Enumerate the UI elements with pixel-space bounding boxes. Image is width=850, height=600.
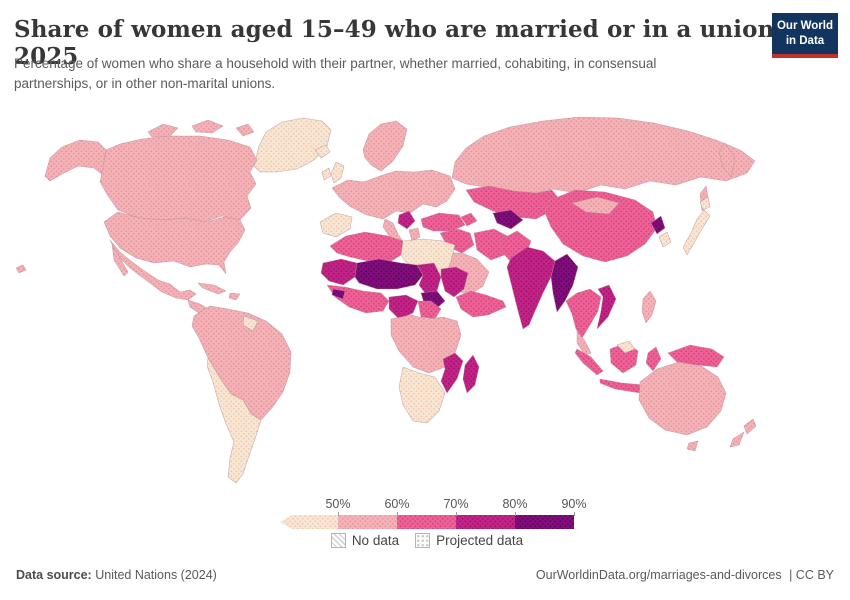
legend-tick-70: 70% [443,497,469,511]
country-russia[interactable] [451,116,756,196]
region-iberia[interactable] [319,212,353,238]
country-guinea[interactable] [331,288,346,300]
country-north-korea[interactable] [650,215,666,235]
country-usa[interactable] [103,211,246,275]
region-sea-mainland[interactable] [565,288,602,339]
country-russia-kamchatka[interactable] [718,142,736,178]
data-source-value: United Nations (2024) [95,568,217,582]
country-turkey[interactable] [420,212,466,232]
map-legend: 50% 60% 70% 80% 90% No data Projected da… [279,497,587,548]
country-cameroon[interactable] [417,300,442,320]
footer-right: OurWorldinData.org/marriages-and-divorce… [536,568,834,582]
country-mongolia[interactable] [571,196,620,215]
legend-bin-50-60[interactable] [338,515,397,529]
region-horn-of-africa[interactable] [455,290,507,318]
country-nigeria[interactable] [388,294,419,320]
legend-bin-80-90[interactable] [515,515,574,529]
no-data-label: No data [351,533,400,548]
projected-data-swatch-icon [415,533,431,548]
owid-logo: Our World in Data [772,13,838,58]
legend-tick-90: 90% [561,497,587,511]
country-japan[interactable] [682,209,711,256]
country-australia[interactable] [638,361,727,436]
region-scandinavia[interactable] [362,120,408,172]
country-south-korea[interactable] [658,231,672,248]
country-canada-arctic[interactable] [235,123,255,137]
legend-projected[interactable]: Projected data [415,533,523,548]
country-japan-hokkaido[interactable] [699,196,711,211]
country-cuba[interactable] [197,282,227,295]
country-sudan[interactable] [440,266,469,298]
country-indonesia-sumatra[interactable] [574,348,604,376]
legend-no-data[interactable]: No data [330,533,400,548]
country-philippines[interactable] [641,290,657,324]
legend-tick-labels: 50% 60% 70% 80% 90% [279,497,587,516]
country-ireland[interactable] [321,167,332,181]
no-data-swatch-icon [330,533,346,548]
region-mali-niger[interactable] [354,258,424,290]
chart-footer: Data source: United Nations (2024) OurWo… [16,568,834,582]
country-hispaniola[interactable] [228,292,241,301]
legend-bin-70-80[interactable] [456,515,515,529]
region-south-america-south[interactable] [206,357,262,484]
country-canada[interactable] [99,135,258,223]
legend-tick-60: 60% [384,497,410,511]
country-madagascar[interactable] [462,354,480,394]
country-greece[interactable] [408,227,421,242]
country-uk[interactable] [330,161,345,184]
region-balkans[interactable] [397,210,416,230]
license-label: | CC BY [789,568,834,582]
legend-colorbar [280,515,574,529]
projected-data-label: Projected data [436,533,524,548]
region-malaysian-borneo[interactable] [616,340,636,354]
region-mozambique-zimbabwe[interactable] [440,352,464,394]
country-new-zealand-south[interactable] [729,431,745,448]
country-greenland[interactable] [253,117,332,173]
region-caucasus[interactable] [460,212,478,227]
chart-subtitle: Percentage of women who share a househol… [14,56,657,91]
country-new-zealand-north[interactable] [743,418,757,435]
legend-swatch-row: No data Projected data [279,533,575,548]
page-title: Share of women aged 15–49 who are marrie… [14,16,783,70]
country-china[interactable] [544,189,658,263]
region-guyanas[interactable] [242,315,259,332]
region-mauritania-senegal[interactable] [320,258,358,286]
legend-tick-50: 50% [325,497,351,511]
data-source-label: Data source: [16,568,92,582]
country-india[interactable] [506,246,556,330]
region-southern-africa[interactable] [398,366,446,424]
owid-logo-text: Our World in Data [772,13,838,54]
owid-logo-redbar [772,53,838,58]
legend-bin-60-70[interactable] [397,515,456,529]
country-canada-arctic[interactable] [191,119,224,134]
country-uzbekistan[interactable] [492,209,524,230]
region-bangladesh-myanmar[interactable] [550,253,579,313]
legend-tick-80: 80% [502,497,528,511]
country-australia-tasmania[interactable] [686,440,699,452]
data-source: Data source: United Nations (2024) [16,568,217,582]
region-vietnam-laos[interactable] [596,284,617,330]
country-hawaii[interactable] [15,264,27,274]
country-canada-arctic[interactable] [147,123,179,138]
country-mexico[interactable] [109,239,197,301]
country-mexico-baja[interactable] [111,243,129,277]
region-europe[interactable] [331,169,456,220]
country-indonesia-sulawesi[interactable] [645,346,662,372]
country-iceland[interactable] [314,144,331,159]
legend-bin-lt50[interactable] [280,515,338,529]
owid-url-link[interactable]: OurWorldinData.org/marriages-and-divorce… [535,568,782,582]
country-malaysia[interactable] [576,330,592,356]
